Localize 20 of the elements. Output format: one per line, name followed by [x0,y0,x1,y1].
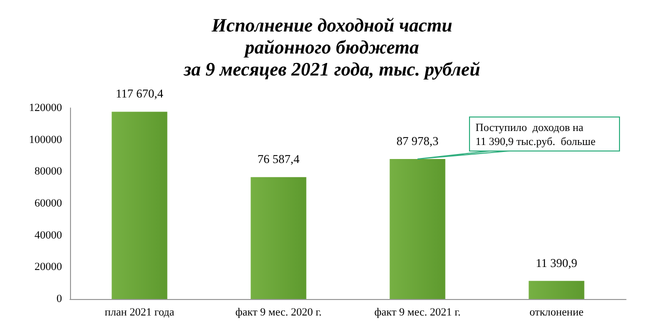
annotation: Поступило доходов на 11 390,9 тыс.руб. больше [476,122,596,148]
bar [250,177,306,299]
x-tick-label: план 2021 года [104,306,174,318]
y-tick-label: 100000 [29,134,62,146]
y-tick-label: 20000 [34,261,62,274]
bar [528,280,584,299]
data-label: 87 978,3 [396,134,438,148]
y-tick-label: 40000 [34,229,62,242]
y-tick-label: 80000 [34,166,62,178]
data-label: 117 670,4 [116,86,164,101]
x-tick-label: отклонение [530,306,584,318]
chart-title: Исполнение доходной части районного бюджета за 9 месяцев 2021 года, тыс. рублей [182,16,480,80]
y-tick-label: 60000 [34,198,62,210]
y-tick-label: 120000 [29,102,62,114]
y-tick-label: 0 [56,293,62,305]
x-tick-label: факт 9 мес. 2021 г. [374,306,461,318]
bar [112,112,168,299]
data-label: 11 390,9 [536,256,578,270]
x-tick-label: факт 9 мес. 2020 г. [235,306,322,318]
data-label: 76 587,4 [258,152,300,166]
